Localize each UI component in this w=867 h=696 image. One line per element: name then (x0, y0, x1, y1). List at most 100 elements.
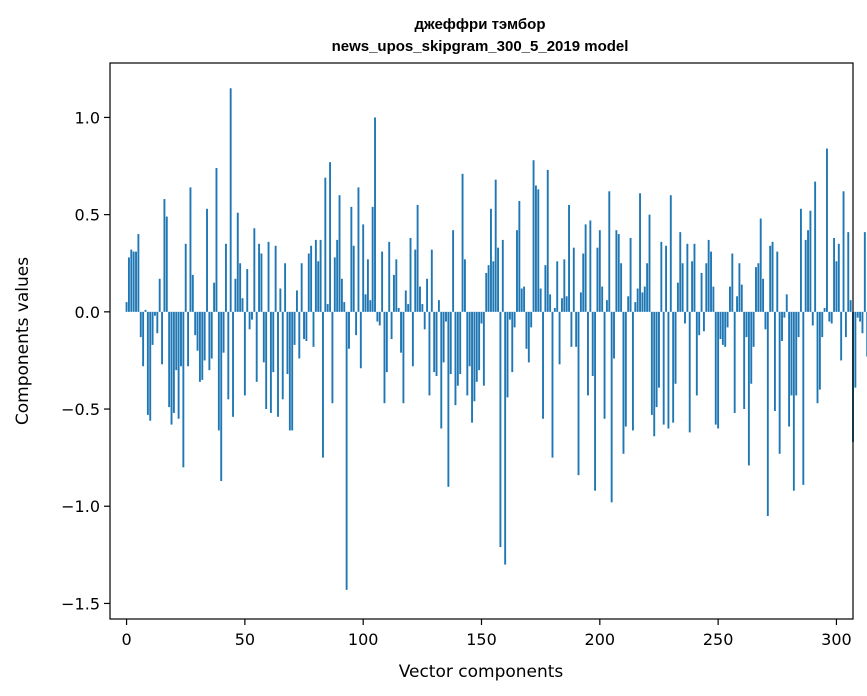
bar-213 (629, 237, 632, 312)
bar-124 (419, 286, 421, 312)
bar-219 (643, 286, 646, 312)
bar-294 (821, 311, 824, 338)
bar-185 (563, 259, 566, 312)
bar-247 (710, 251, 712, 312)
bar-78 (310, 245, 313, 312)
bar-101 (364, 294, 367, 312)
bar-9 (146, 311, 149, 415)
bar-272 (769, 245, 772, 312)
bar-163 (511, 311, 514, 373)
bar-171 (530, 311, 533, 328)
bars-group (125, 88, 867, 590)
bar-7 (142, 311, 145, 367)
bar-119 (407, 304, 410, 312)
bar-152 (485, 272, 488, 312)
bar-268 (759, 218, 762, 312)
bar-43 (227, 311, 230, 400)
bar-154 (490, 208, 492, 312)
bar-142 (461, 173, 464, 312)
x-tick-label: 0 (121, 630, 131, 649)
bar-105 (374, 117, 376, 312)
bar-34 (206, 208, 208, 312)
bar-243 (700, 272, 703, 312)
bar-52 (248, 311, 251, 330)
bar-283 (795, 311, 798, 396)
bar-109 (383, 311, 386, 404)
bar-122 (414, 249, 417, 312)
bar-207 (615, 230, 618, 312)
bar-179 (549, 294, 552, 312)
bar-256 (731, 253, 734, 312)
bar-156 (494, 179, 497, 312)
bar-37 (213, 282, 216, 312)
bar-103 (369, 300, 372, 312)
bar-233 (676, 282, 679, 312)
bar-150 (480, 311, 483, 324)
bar-248 (712, 286, 715, 312)
bar-12 (154, 311, 156, 316)
bar-89 (336, 239, 339, 312)
bar-236 (684, 311, 686, 324)
bar-48 (239, 263, 242, 312)
bar-136 (447, 311, 450, 487)
y-tick-label: −1.0 (61, 497, 100, 516)
bar-293 (818, 311, 821, 390)
bar-244 (702, 311, 705, 332)
bar-195 (587, 311, 589, 396)
y-tick-label: −1.5 (61, 594, 100, 613)
bar-85 (326, 304, 329, 312)
bar-28 (191, 274, 194, 312)
bar-312 (863, 232, 866, 312)
bar-180 (551, 311, 554, 458)
bar-106 (376, 311, 379, 322)
bar-31 (198, 311, 201, 382)
bar-215 (634, 302, 637, 312)
bar-151 (482, 311, 485, 386)
bar-269 (762, 278, 765, 312)
bar-117 (402, 311, 405, 404)
bar-29 (194, 311, 197, 336)
bar-202 (603, 311, 606, 419)
bar-67 (284, 263, 287, 312)
bar-38 (215, 167, 218, 312)
x-axis-ticks: 0 50 100 150 200 250 300 (121, 619, 852, 649)
bar-252 (721, 311, 724, 345)
bar-211 (624, 311, 627, 427)
bar-86 (329, 162, 331, 312)
y-axis-label: Components values (13, 257, 33, 425)
bar-22 (177, 311, 180, 419)
bar-92 (343, 302, 346, 312)
bar-167 (520, 288, 523, 312)
bar-290 (811, 311, 814, 326)
bar-291 (814, 181, 817, 312)
bar-59 (265, 311, 268, 410)
bar-297 (828, 311, 831, 322)
bar-25 (184, 243, 187, 312)
bar-203 (605, 300, 608, 312)
bar-192 (579, 292, 582, 312)
x-tick-label: 150 (466, 630, 497, 649)
bar-149 (478, 311, 481, 371)
bar-91 (340, 278, 343, 312)
bar-40 (220, 311, 223, 481)
bar-64 (277, 311, 279, 417)
bar-100 (362, 224, 365, 312)
bar-113 (393, 274, 395, 312)
bar-210 (622, 311, 625, 454)
bar-261 (743, 311, 746, 410)
bar-35 (208, 311, 211, 371)
bar-133 (440, 311, 443, 429)
bar-50 (243, 311, 246, 396)
bar-257 (733, 311, 736, 413)
bar-201 (601, 286, 604, 312)
bar-65 (279, 288, 282, 312)
bar-93 (345, 311, 348, 590)
bar-23 (180, 311, 182, 367)
bar-76 (305, 311, 308, 341)
bar-292 (816, 311, 819, 404)
bar-56 (258, 243, 261, 312)
bar-234 (679, 232, 682, 312)
bar-111 (388, 241, 391, 312)
bar-45 (232, 311, 234, 417)
